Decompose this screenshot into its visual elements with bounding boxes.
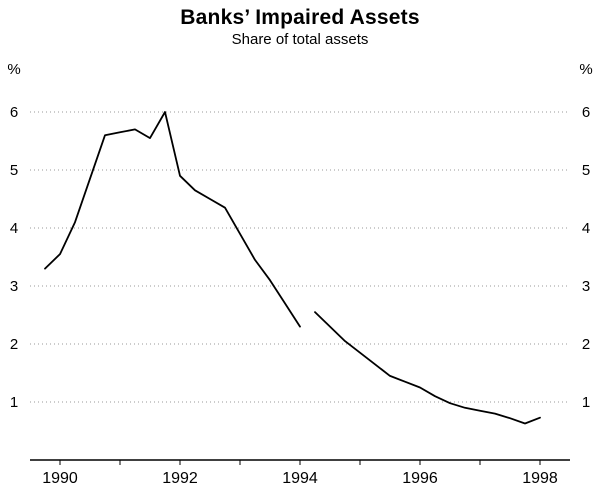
y-axis-unit-left: % (7, 61, 20, 78)
y-tick-label: 5 (10, 162, 18, 179)
y-tick-label: 5 (582, 162, 590, 179)
x-axis-ticks (59, 460, 541, 465)
y-tick-label: 2 (582, 336, 590, 353)
chart-subtitle: Share of total assets (231, 31, 369, 48)
gridlines (30, 111, 570, 403)
y-tick-label: 3 (582, 278, 590, 295)
y-axis-labels-right: 1 2 3 4 5 6 (582, 104, 590, 411)
y-tick-label: 6 (582, 104, 590, 121)
x-axis-label: 1996 (402, 470, 438, 487)
y-tick-label: 6 (10, 104, 18, 121)
chart-title: Banks’ Impaired Assets (180, 6, 420, 29)
line-chart: 1 2 3 4 5 6 1 2 3 4 5 6% % 1990 1992 1994 1996 1998 (7, 61, 592, 487)
y-axis-labels-left: 1 2 3 4 5 6 (10, 104, 18, 411)
x-axis-label: 1992 (162, 470, 198, 487)
y-tick-label: 4 (10, 220, 18, 237)
series-impaired-assets-post-break (314, 311, 541, 425)
y-tick-label: 2 (10, 336, 18, 353)
x-axis-label: 1998 (522, 470, 558, 487)
y-tick-label: 4 (582, 220, 590, 237)
y-tick-label: 3 (10, 278, 18, 295)
y-axis-unit-right: % (579, 61, 592, 78)
x-axis-label: 1994 (282, 470, 318, 487)
y-tick-label: 1 (582, 394, 590, 411)
x-axis-labels: 1990 1992 1994 1996 1998 (42, 470, 558, 487)
y-tick-label: 1 (10, 394, 18, 411)
x-axis-label: 1990 (42, 470, 78, 487)
series-impaired-assets-pre-break (44, 111, 301, 328)
